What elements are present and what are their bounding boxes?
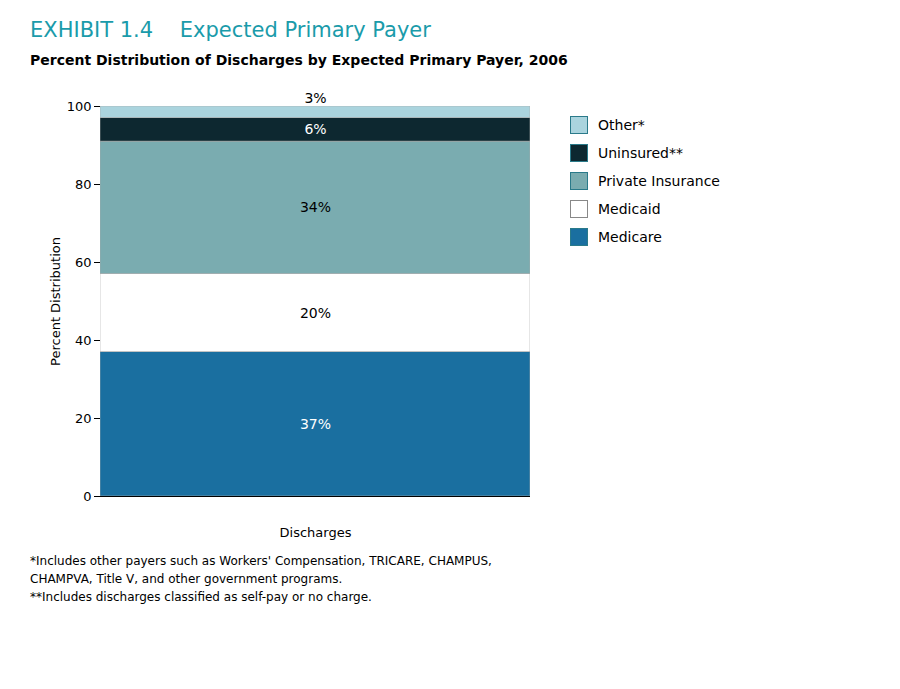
svg-text:37%: 37% bbox=[300, 416, 331, 432]
svg-text:0: 0 bbox=[83, 489, 91, 504]
html-text:Percent Distribution of Discha: Percent Distribution of Discharges by Ex… bbox=[30, 52, 568, 68]
svg-text:20%: 20% bbox=[300, 305, 331, 321]
html-text:**Includes discharges classifi: **Includes discharges classified as self… bbox=[30, 590, 372, 604]
svg-text:34%: 34% bbox=[300, 199, 331, 215]
svg-text:20: 20 bbox=[75, 411, 92, 426]
html-text:*Includes other payers such as: *Includes other payers such as Workers' … bbox=[30, 554, 492, 568]
html-text:Uninsured**: Uninsured** bbox=[598, 145, 683, 161]
svg-text:Percent Distribution: Percent Distribution bbox=[48, 237, 63, 366]
html-text:CHAMPVA, Title V, and other go: CHAMPVA, Title V, and other government p… bbox=[30, 572, 343, 586]
html-text:Medicaid: Medicaid bbox=[598, 201, 661, 217]
svg-text:Discharges: Discharges bbox=[280, 525, 352, 540]
svg-text:6%: 6% bbox=[304, 121, 326, 137]
svg-text:40: 40 bbox=[75, 333, 92, 348]
html-text:Other*: Other* bbox=[598, 117, 645, 133]
html-text:Private Insurance: Private Insurance bbox=[598, 173, 720, 189]
html-text:EXHIBIT 1.4 Expected Primary P: EXHIBIT 1.4 Expected Primary Payer bbox=[30, 18, 431, 42]
svg-text:80: 80 bbox=[75, 177, 92, 192]
svg-text:60: 60 bbox=[75, 255, 92, 270]
svg-text:3%: 3% bbox=[304, 90, 326, 106]
html-text:Medicare: Medicare bbox=[598, 229, 662, 245]
svg-text:100: 100 bbox=[67, 99, 92, 114]
